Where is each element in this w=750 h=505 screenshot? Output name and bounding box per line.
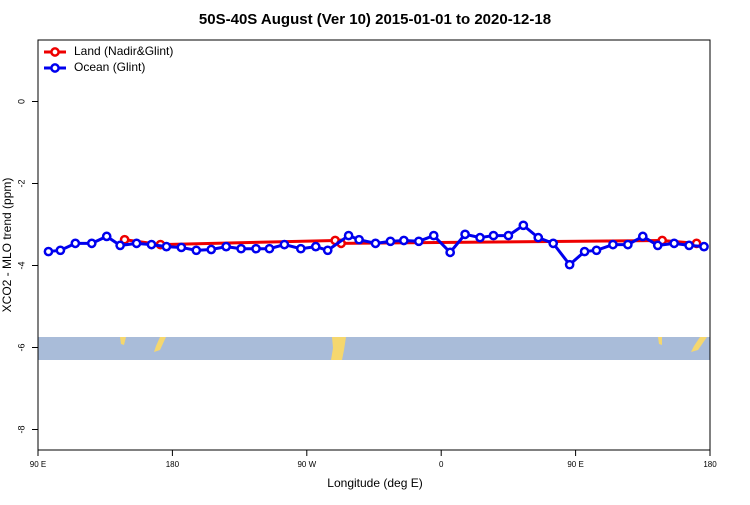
point	[161, 241, 172, 252]
point	[428, 230, 439, 241]
legend-marker	[50, 63, 60, 73]
point	[370, 238, 381, 249]
point	[236, 243, 246, 254]
x-axis-label: Longitude (deg E)	[327, 476, 422, 490]
land-patch	[691, 337, 707, 352]
x-tick-label: 90 E	[567, 460, 583, 469]
x-tick-label: 90 W	[297, 460, 316, 469]
y-tick-label: -4	[16, 261, 26, 269]
point	[652, 240, 663, 251]
point	[460, 229, 470, 240]
point	[699, 241, 709, 252]
point	[191, 245, 202, 256]
land-patch	[331, 337, 346, 360]
plot-frame	[37, 39, 711, 451]
land-patch	[658, 337, 662, 345]
legend-label: Ocean (Glint)	[74, 60, 145, 74]
y-tick-label: -6	[16, 343, 26, 351]
y-tick-label: -8	[16, 425, 26, 433]
point	[251, 243, 261, 254]
point	[399, 235, 409, 246]
point	[131, 238, 142, 249]
point	[623, 239, 633, 250]
point	[579, 246, 590, 257]
legend-marker	[50, 47, 60, 57]
point	[295, 243, 306, 254]
point	[310, 241, 321, 252]
x-tick-label: 90 E	[30, 460, 46, 469]
point	[43, 246, 54, 257]
point	[548, 238, 559, 249]
y-axis-label: XCO2 - MLO trend (ppm)	[0, 178, 14, 313]
chart-title: 50S-40S August (Ver 10) 2015-01-01 to 20…	[199, 11, 551, 28]
land-patch	[154, 337, 166, 352]
point	[70, 238, 81, 249]
point	[445, 247, 456, 258]
legend-label: Land (Nadir&Glint)	[74, 44, 173, 58]
point	[591, 245, 602, 256]
point	[55, 245, 66, 256]
y-tick-label: -2	[16, 179, 26, 187]
point	[488, 230, 499, 241]
point	[503, 230, 514, 241]
point	[176, 242, 187, 253]
point	[206, 244, 217, 255]
point	[343, 230, 354, 241]
land-patch	[120, 337, 126, 345]
point	[264, 243, 275, 254]
point	[608, 239, 618, 250]
point	[101, 231, 112, 242]
point	[86, 238, 97, 249]
x-tick-label: 180	[703, 460, 717, 469]
point	[475, 232, 485, 243]
point	[322, 245, 333, 256]
point	[637, 231, 648, 242]
point	[518, 220, 529, 231]
point	[115, 240, 125, 251]
point	[385, 236, 396, 247]
point	[564, 259, 575, 270]
point	[533, 232, 544, 243]
point	[669, 238, 680, 249]
map-strip	[38, 337, 710, 360]
ocean-band	[38, 337, 710, 360]
point	[684, 240, 694, 251]
point	[146, 239, 157, 250]
x-tick-label: 0	[439, 460, 444, 469]
y-tick-label: 0	[16, 99, 26, 104]
point	[354, 234, 364, 245]
point	[279, 239, 290, 250]
point	[221, 241, 232, 252]
x-tick-label: 180	[166, 460, 180, 469]
point	[413, 236, 424, 247]
